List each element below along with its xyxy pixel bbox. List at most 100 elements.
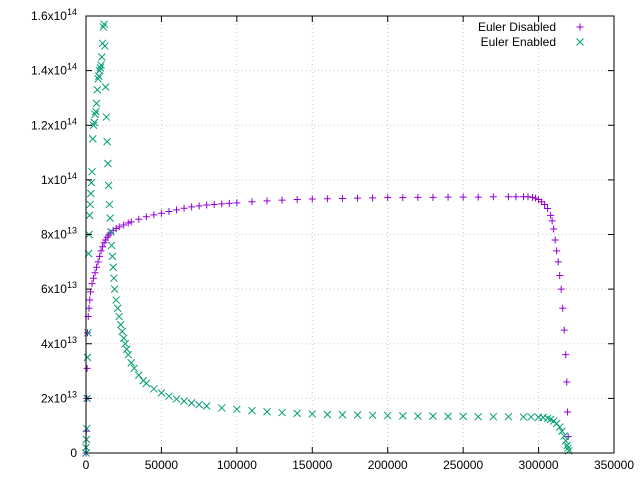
legend: Euler Disabled Euler Enabled xyxy=(478,20,584,49)
data-point xyxy=(124,219,132,227)
data-point xyxy=(504,412,513,421)
data-point xyxy=(110,285,119,293)
data-point xyxy=(399,194,407,202)
data-point xyxy=(99,243,107,251)
data-point xyxy=(278,196,286,204)
data-point xyxy=(414,193,422,201)
x-tick-label: 150000 xyxy=(292,458,332,472)
x-tick-label: 350000 xyxy=(594,458,634,472)
y-tick-label: 4x1013 xyxy=(41,335,77,351)
data-point xyxy=(91,107,100,116)
legend-marker-0 xyxy=(576,23,584,31)
data-point xyxy=(180,204,188,212)
data-point xyxy=(564,408,572,416)
data-point xyxy=(553,247,561,255)
data-point xyxy=(368,411,377,420)
data-point xyxy=(88,280,96,288)
data-point xyxy=(218,200,226,208)
y-tick-label: 8x1013 xyxy=(41,226,77,242)
y-tick-label: 1x1014 xyxy=(41,171,77,187)
series-1 xyxy=(82,20,573,457)
legend-label-0: Euler Disabled xyxy=(478,20,556,34)
data-point xyxy=(554,258,562,266)
data-point xyxy=(429,412,437,420)
data-point xyxy=(96,64,105,72)
data-point xyxy=(112,296,121,304)
data-point xyxy=(532,194,540,202)
data-point xyxy=(529,193,537,201)
data-point xyxy=(124,350,133,359)
data-point xyxy=(555,423,564,431)
data-point xyxy=(474,193,482,201)
data-point xyxy=(354,194,362,202)
data-point xyxy=(248,198,256,206)
data-point xyxy=(102,113,111,121)
data-point xyxy=(88,135,97,143)
data-point xyxy=(100,20,108,29)
y-tick-label: 6x1013 xyxy=(41,280,77,296)
data-point xyxy=(544,205,552,213)
data-point xyxy=(353,411,362,419)
data-point xyxy=(110,274,118,283)
data-point xyxy=(210,200,218,208)
data-point xyxy=(115,223,123,231)
data-point xyxy=(398,412,407,420)
data-point xyxy=(104,181,113,190)
data-point xyxy=(101,42,109,50)
data-point xyxy=(459,193,467,201)
data-point xyxy=(414,412,422,420)
data-point xyxy=(383,411,392,420)
data-point xyxy=(109,263,118,272)
data-point xyxy=(118,327,127,336)
y-tick-label: 1.4x1014 xyxy=(31,62,77,78)
data-point xyxy=(444,193,452,201)
data-point xyxy=(338,194,346,202)
data-point xyxy=(489,412,498,421)
data-point xyxy=(541,200,549,208)
data-point xyxy=(93,263,101,271)
data-point xyxy=(116,320,125,329)
data-point xyxy=(195,202,203,210)
data-point xyxy=(195,400,203,409)
grid xyxy=(86,16,614,453)
data-point xyxy=(103,137,111,146)
x-tick-label: 50000 xyxy=(145,458,179,472)
data-point xyxy=(94,258,102,266)
y-tick-label: 0 xyxy=(70,446,77,460)
data-point xyxy=(157,389,166,397)
data-point xyxy=(119,334,128,343)
data-point xyxy=(173,206,181,214)
data-point xyxy=(107,241,116,250)
data-point xyxy=(512,193,520,201)
data-point xyxy=(308,195,316,203)
x-tick-label: 300000 xyxy=(519,458,559,472)
data-point xyxy=(165,208,173,216)
data-point xyxy=(121,339,130,348)
data-point xyxy=(95,66,104,75)
data-point xyxy=(384,194,392,202)
data-point xyxy=(86,296,94,304)
data-point xyxy=(233,199,241,207)
data-point xyxy=(127,218,135,226)
data-point xyxy=(97,247,105,255)
y-tick-label: 1.2x1014 xyxy=(31,116,77,132)
data-point xyxy=(550,225,558,233)
data-point xyxy=(172,395,181,403)
series-layer xyxy=(82,20,573,457)
series-0 xyxy=(82,193,572,457)
data-point xyxy=(86,200,95,209)
data-point xyxy=(120,221,128,229)
data-point xyxy=(150,211,158,219)
data-point xyxy=(101,83,110,91)
data-point xyxy=(150,384,158,393)
data-point xyxy=(429,193,437,201)
legend-marker-1 xyxy=(576,38,584,46)
data-point xyxy=(157,209,165,217)
data-point xyxy=(188,203,196,211)
data-point xyxy=(278,408,286,417)
data-point xyxy=(93,85,102,94)
data-point xyxy=(202,402,211,410)
data-point xyxy=(338,410,347,419)
